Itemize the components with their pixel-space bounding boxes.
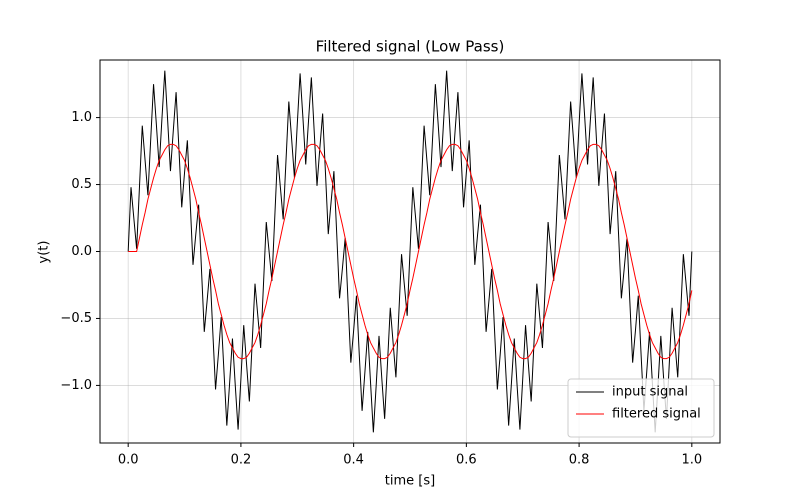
series-line [127, 70, 693, 433]
plot-frame [99, 59, 721, 444]
y-tick-label: 0.0 [71, 244, 92, 259]
y-tick-label: −1.0 [60, 378, 92, 393]
legend-box [567, 378, 715, 438]
x-tick-label: 0.6 [456, 453, 477, 468]
series-line [128, 143, 693, 360]
y-tick-label: 1.0 [71, 110, 92, 125]
y-tick-label: 0.5 [71, 177, 92, 192]
legend-label: input signal [612, 385, 688, 400]
x-axis-label: time [s] [385, 474, 435, 489]
chart-title: Filtered signal (Low Pass) [316, 38, 505, 56]
x-tick-label: 0.8 [569, 453, 590, 468]
x-tick-label: 1.0 [681, 453, 702, 468]
x-tick-label: 0.4 [343, 453, 364, 468]
x-tick-label: 0.0 [118, 453, 139, 468]
y-axis-label: y(t) [37, 241, 52, 264]
legend-label: filtered signal [612, 407, 701, 422]
y-tick-label: −0.5 [60, 311, 92, 326]
x-tick-label: 0.2 [231, 453, 252, 468]
